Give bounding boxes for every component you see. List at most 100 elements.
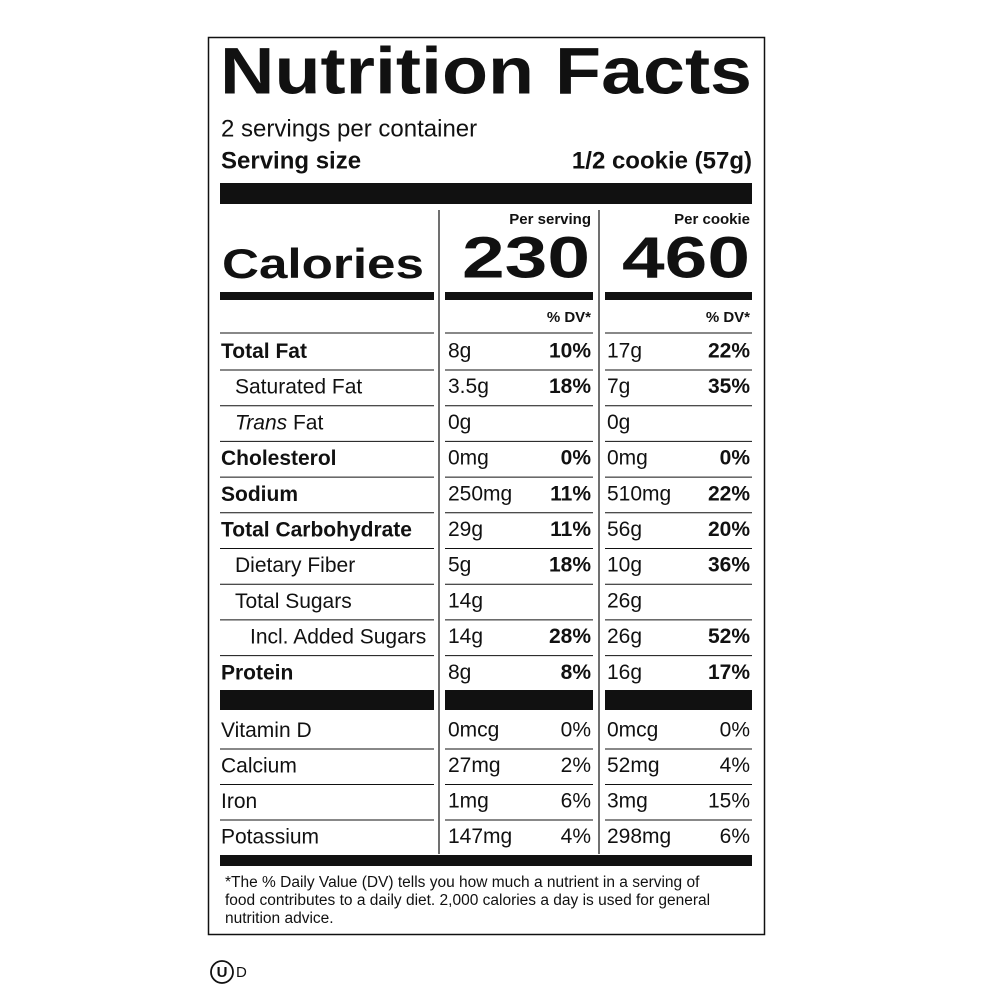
medium-rule — [605, 292, 752, 300]
daily-value: 10% — [549, 340, 591, 363]
medium-rule — [220, 292, 434, 300]
amount: 510mg — [607, 482, 671, 505]
nutrient-name: Saturated Fat — [235, 375, 362, 398]
kosher-circle — [210, 960, 234, 984]
footnote: *The % Daily Value (DV) tells you how mu… — [225, 874, 700, 891]
nutrient-name: Potassium — [221, 825, 319, 848]
daily-value: 11% — [550, 482, 591, 505]
amount: 0g — [607, 411, 630, 434]
daily-value: 0% — [561, 719, 591, 742]
nutrient-name-text: Calcium — [221, 754, 297, 777]
amount: 14g — [448, 625, 483, 648]
serving-size: 1/2 cookie (57g) — [572, 147, 752, 174]
amount: 298mg — [607, 825, 671, 848]
nutrient-name: Calcium — [221, 754, 297, 777]
amount: 16g — [607, 661, 642, 684]
daily-value: 8% — [561, 661, 592, 684]
amount: 56g — [607, 518, 642, 541]
amount: 3.5g — [448, 375, 489, 398]
nutrient-name-text: Total Carbohydrate — [221, 518, 412, 541]
nutrient-name-text: Dietary Fiber — [235, 554, 355, 577]
amount: 29g — [448, 518, 483, 541]
nutrient-name: Trans Fat — [235, 411, 323, 434]
thick-rule — [220, 855, 752, 866]
amount: 27mg — [448, 754, 501, 777]
nutrient-name: Vitamin D — [221, 719, 312, 742]
daily-value: 17% — [708, 661, 750, 684]
daily-value: 28% — [549, 625, 591, 648]
amount: 26g — [607, 589, 642, 612]
column-header: Per serving — [509, 211, 591, 228]
footnote: nutrition advice. — [225, 910, 334, 927]
nutrient-name-text: Total Fat — [221, 340, 307, 363]
amount: 147mg — [448, 825, 512, 848]
thick-rule — [605, 690, 752, 710]
daily-value: 4% — [561, 825, 591, 848]
daily-value: 15% — [708, 790, 750, 813]
daily-value: 22% — [708, 482, 750, 505]
amount: 0mg — [607, 447, 648, 470]
calories-value: 460 — [622, 225, 750, 290]
kosher-suffix: D — [236, 964, 247, 981]
daily-value: 22% — [708, 340, 750, 363]
nutrient-name: Cholesterol — [221, 447, 337, 470]
nutrient-name-text: Fat — [287, 411, 323, 434]
nutrient-name-text: Vitamin D — [221, 719, 312, 742]
nutrient-name-text: Cholesterol — [221, 447, 337, 470]
daily-value: 18% — [549, 375, 591, 398]
daily-value: 18% — [549, 554, 591, 577]
daily-value: 2% — [561, 754, 591, 777]
amount: 0g — [448, 411, 471, 434]
amount: 0mg — [448, 447, 489, 470]
daily-value: 0% — [720, 719, 750, 742]
nutrient-name: Dietary Fiber — [235, 554, 355, 577]
amount: 8g — [448, 340, 471, 363]
nutrient-name: Sodium — [221, 482, 298, 505]
nutrient-name: Protein — [221, 661, 293, 684]
amount: 17g — [607, 340, 642, 363]
nutrient-name-text: Saturated Fat — [235, 375, 362, 398]
daily-value: 20% — [708, 518, 750, 541]
amount: 7g — [607, 375, 630, 398]
medium-rule — [445, 292, 593, 300]
nutrient-name: Total Fat — [221, 340, 307, 363]
serving-size-label: Serving size — [221, 147, 361, 174]
amount: 26g — [607, 625, 642, 648]
daily-value: 52% — [708, 625, 750, 648]
daily-value: 4% — [720, 754, 750, 777]
nutrient-name: Iron — [221, 790, 257, 813]
amount: 14g — [448, 589, 483, 612]
amount: 3mg — [607, 790, 648, 813]
amount: 0mcg — [607, 719, 658, 742]
nutrient-name-text: Total Sugars — [235, 589, 352, 612]
column-header: Per cookie — [674, 211, 750, 228]
amount: 8g — [448, 661, 471, 684]
daily-value: 6% — [720, 825, 750, 848]
nutrient-name: Total Sugars — [235, 589, 352, 612]
thick-rule — [220, 183, 752, 204]
nutrient-name-text: Potassium — [221, 825, 319, 848]
label-border — [207, 36, 766, 936]
amount: 10g — [607, 554, 642, 577]
nutrient-name-text: Protein — [221, 661, 293, 684]
nutrient-name: Incl. Added Sugars — [250, 625, 426, 648]
nutrient-name: Total Carbohydrate — [221, 518, 412, 541]
daily-value: 35% — [708, 375, 750, 398]
nutrient-name-text: Sodium — [221, 482, 298, 505]
daily-value: 0% — [561, 447, 592, 470]
daily-value: 6% — [561, 790, 591, 813]
amount: 1mg — [448, 790, 489, 813]
thick-rule — [220, 690, 434, 710]
dv-header: % DV* — [706, 309, 750, 326]
footnote: food contributes to a daily diet. 2,000 … — [225, 892, 710, 909]
calories-label: Calories — [222, 240, 424, 287]
title: Nutrition Facts — [220, 33, 752, 107]
amount: 0mcg — [448, 719, 499, 742]
calories-value: 230 — [462, 225, 590, 290]
daily-value: 36% — [708, 554, 750, 577]
kosher-mark: U — [217, 964, 228, 981]
nutrient-name-text: Incl. Added Sugars — [250, 625, 426, 648]
daily-value: 0% — [720, 447, 751, 470]
